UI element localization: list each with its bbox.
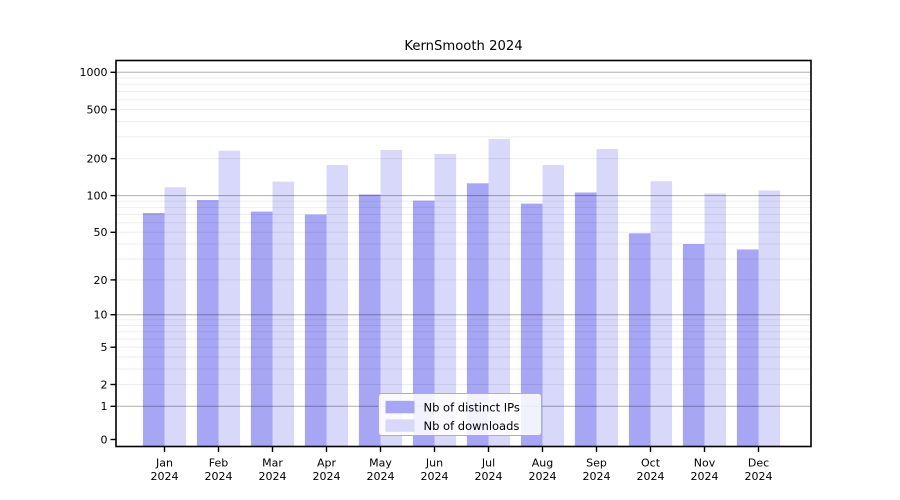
x-tick-label-year: 2024 bbox=[637, 470, 665, 483]
y-tick-label: 0 bbox=[101, 433, 108, 446]
axes-layer: 01251020501002005001000Jan2024Feb2024Mar… bbox=[80, 59, 812, 483]
y-tick-label: 20 bbox=[94, 274, 108, 287]
bar-ips-may bbox=[358, 194, 381, 447]
x-tick-label-month: Sep bbox=[586, 457, 607, 470]
bar-ips-jan bbox=[142, 213, 165, 447]
bar-downloads-aug bbox=[542, 165, 565, 447]
bar-downloads-sep bbox=[596, 149, 619, 447]
bar-ips-feb bbox=[196, 200, 219, 447]
legend-label-ips: Nb of distinct IPs bbox=[424, 400, 520, 414]
bar-downloads-jan bbox=[164, 187, 187, 447]
x-tick-label-year: 2024 bbox=[367, 470, 395, 483]
legend-swatch-downloads bbox=[385, 419, 415, 432]
bar-downloads-dec bbox=[758, 190, 781, 447]
y-tick-label: 500 bbox=[87, 103, 108, 116]
x-tick-label-year: 2024 bbox=[421, 470, 449, 483]
x-tick-label-year: 2024 bbox=[691, 470, 719, 483]
bar-downloads-apr bbox=[326, 165, 349, 447]
y-tick-label: 2 bbox=[101, 378, 108, 391]
x-tick-label-month: May bbox=[369, 457, 392, 470]
y-tick-label: 1 bbox=[101, 400, 108, 413]
x-tick-label-year: 2024 bbox=[475, 470, 503, 483]
x-tick-label-month: Aug bbox=[532, 457, 553, 470]
bar-downloads-nov bbox=[704, 193, 727, 447]
y-tick-label: 5 bbox=[101, 341, 108, 354]
bar-downloads-feb bbox=[218, 150, 241, 447]
x-tick-label-year: 2024 bbox=[745, 470, 773, 483]
x-tick-label-month: Oct bbox=[641, 457, 661, 470]
bar-ips-sep bbox=[574, 192, 597, 447]
x-tick-label-year: 2024 bbox=[151, 470, 179, 483]
x-tick-label-month: Jan bbox=[155, 457, 173, 470]
chart-title: KernSmooth 2024 bbox=[404, 39, 522, 54]
x-tick-label-month: Jun bbox=[425, 457, 443, 470]
legend-swatch-ips bbox=[385, 400, 415, 414]
bar-downloads-jun bbox=[434, 154, 457, 447]
y-tick-label: 200 bbox=[87, 153, 108, 166]
x-tick-label-year: 2024 bbox=[205, 470, 233, 483]
bar-downloads-mar bbox=[272, 181, 295, 447]
y-tick-label: 1000 bbox=[80, 66, 108, 79]
x-tick-label-month: Mar bbox=[262, 457, 283, 470]
bar-ips-jul bbox=[466, 183, 489, 447]
plot-border bbox=[115, 59, 812, 448]
y-tick-label: 50 bbox=[94, 226, 108, 239]
x-tick-label-month: Nov bbox=[694, 457, 716, 470]
bar-ips-dec bbox=[736, 249, 759, 447]
bar-downloads-oct bbox=[650, 181, 673, 447]
bar-ips-aug bbox=[520, 203, 543, 447]
x-tick-label-month: Jul bbox=[481, 457, 495, 470]
bar-ips-nov bbox=[682, 244, 705, 447]
bar-ips-jun bbox=[412, 200, 435, 447]
x-tick-label-year: 2024 bbox=[583, 470, 611, 483]
y-tick-label: 10 bbox=[94, 309, 108, 322]
x-tick-label-year: 2024 bbox=[313, 470, 341, 483]
bar-downloads-jul bbox=[488, 139, 511, 447]
x-tick-label-month: Dec bbox=[748, 457, 769, 470]
bars-layer bbox=[142, 139, 781, 447]
x-tick-label-year: 2024 bbox=[259, 470, 287, 483]
bar-downloads-may bbox=[380, 150, 403, 447]
gridlines-layer bbox=[116, 71, 811, 407]
legend: Nb of distinct IPs Nb of downloads bbox=[378, 393, 542, 436]
x-tick-label-month: Feb bbox=[209, 457, 228, 470]
y-tick-label: 100 bbox=[87, 190, 108, 203]
bar-ips-mar bbox=[250, 211, 273, 447]
x-tick-label-month: Apr bbox=[317, 457, 337, 470]
bar-ips-oct bbox=[628, 233, 651, 447]
legend-label-downloads: Nb of downloads bbox=[424, 419, 520, 433]
bar-ips-apr bbox=[304, 214, 327, 447]
x-tick-label-year: 2024 bbox=[529, 470, 557, 483]
legend-frame bbox=[378, 393, 542, 436]
